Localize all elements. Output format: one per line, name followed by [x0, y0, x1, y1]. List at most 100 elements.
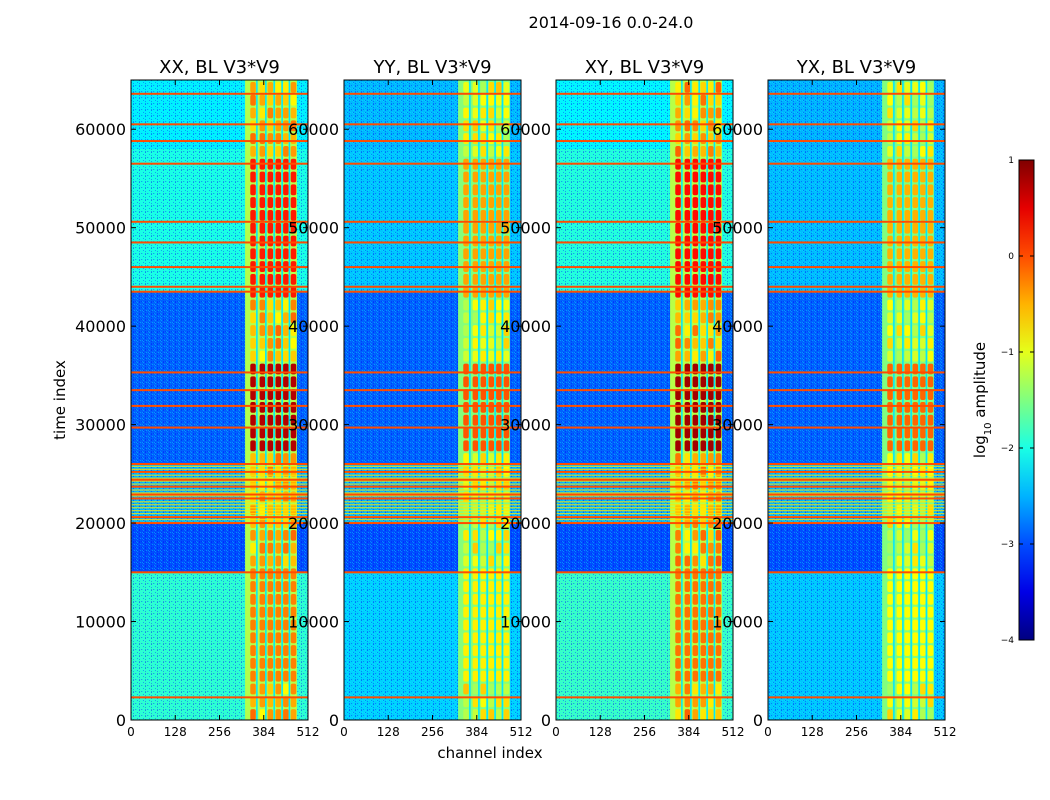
y-tick-label: 50000	[288, 219, 339, 238]
x-tick-label: 512	[297, 725, 320, 739]
y-tick-label: 20000	[75, 514, 126, 533]
flagged-row	[131, 696, 308, 699]
heatmap-panel: YX, BL V3*V9 0 128 256 384 512 0 10000 20000 3000…	[712, 57, 956, 739]
flagged-row	[768, 696, 945, 699]
flagged-row	[344, 266, 521, 269]
y-tick-label: 40000	[712, 317, 763, 336]
x-tick-label: 512	[510, 725, 533, 739]
flagged-row	[344, 571, 521, 574]
colorbar-tick-label: −4	[1001, 636, 1015, 646]
flagged-row	[344, 285, 521, 288]
y-tick-label: 0	[329, 711, 339, 730]
flagged-row	[556, 220, 733, 223]
colorbar-tick-label: −3	[1001, 540, 1014, 550]
flagged-row	[131, 371, 308, 374]
flagged-row	[556, 463, 733, 465]
colorbar-tick-label: 1	[1008, 156, 1014, 166]
flagged-row	[768, 241, 945, 244]
x-tick-label: 128	[164, 725, 187, 739]
flagged-row	[131, 162, 308, 165]
y-axis-label: time index	[51, 360, 69, 440]
y-tick-label: 10000	[712, 613, 763, 632]
flagged-row	[768, 470, 945, 473]
flagged-row	[344, 426, 521, 429]
x-tick-label: 256	[845, 725, 868, 739]
flagged-row	[556, 290, 733, 293]
flagged-row	[556, 140, 733, 143]
flagged-row	[556, 571, 733, 574]
panels: XX, BL V3*V9 0 128 256 384 512 0 10000 20000 3000…	[75, 57, 956, 739]
flagged-row	[131, 497, 308, 500]
flagged-row	[768, 92, 945, 95]
y-tick-label: 30000	[712, 416, 763, 435]
flagged-row	[556, 123, 733, 126]
heatmap-cells	[768, 80, 945, 720]
flagged-row	[344, 470, 521, 473]
flagged-row	[768, 290, 945, 293]
x-tick-label: 0	[127, 725, 135, 739]
y-tick-label: 30000	[75, 416, 126, 435]
flagged-row	[768, 426, 945, 429]
flagged-row	[131, 493, 308, 496]
flagged-row	[556, 497, 733, 500]
flagged-row	[344, 485, 521, 488]
flagged-row	[131, 571, 308, 574]
panel-title: XX, BL V3*V9	[159, 57, 280, 78]
x-tick-label: 0	[552, 725, 560, 739]
x-tick-label: 0	[340, 725, 348, 739]
x-tick-label: 512	[934, 725, 957, 739]
x-tick-label: 128	[589, 725, 612, 739]
panel-title: YY, BL V3*V9	[372, 57, 491, 78]
flagged-row	[344, 478, 521, 481]
x-tick-label: 384	[252, 725, 275, 739]
x-tick-label: 256	[208, 725, 231, 739]
y-tick-label: 30000	[288, 416, 339, 435]
x-tick-label: 512	[722, 725, 745, 739]
flagged-row	[131, 470, 308, 473]
flagged-row	[131, 123, 308, 126]
flagged-row	[556, 162, 733, 165]
flagged-row	[344, 497, 521, 500]
flagged-row	[556, 371, 733, 374]
panel-title: YX, BL V3*V9	[796, 57, 916, 78]
panel-title: XY, BL V3*V9	[585, 57, 704, 78]
flagged-row	[344, 404, 521, 407]
colorbar-tick-label: −1	[1001, 348, 1014, 358]
y-tick-label: 50000	[712, 219, 763, 238]
y-tick-label: 40000	[288, 317, 339, 336]
y-tick-label: 50000	[75, 219, 126, 238]
flagged-row	[131, 485, 308, 488]
flagged-row	[556, 266, 733, 269]
flagged-row	[768, 485, 945, 488]
flagged-row	[131, 290, 308, 293]
x-tick-label: 384	[677, 725, 700, 739]
y-tick-label: 0	[753, 711, 763, 730]
flagged-row	[768, 516, 945, 519]
flagged-row	[556, 389, 733, 392]
x-tick-label: 256	[421, 725, 444, 739]
flagged-row	[556, 485, 733, 488]
y-tick-label: 10000	[288, 613, 339, 632]
flagged-row	[556, 516, 733, 519]
x-tick-label: 128	[801, 725, 824, 739]
heatmap-cells	[344, 80, 521, 720]
flagged-row	[556, 92, 733, 95]
flagged-row	[344, 241, 521, 244]
flagged-row	[131, 426, 308, 429]
y-tick-label: 20000	[500, 514, 551, 533]
flagged-row	[344, 290, 521, 293]
heatmap-cells	[556, 80, 733, 720]
flagged-row	[131, 404, 308, 407]
colorbar-label: log10 amplitude	[971, 342, 994, 458]
flagged-row	[344, 371, 521, 374]
flagged-row	[131, 522, 308, 525]
flagged-row	[344, 140, 521, 143]
flagged-row	[344, 463, 521, 465]
flagged-row	[556, 470, 733, 473]
y-tick-label: 30000	[500, 416, 551, 435]
y-tick-label: 20000	[288, 514, 339, 533]
flagged-row	[556, 522, 733, 525]
flagged-row	[344, 516, 521, 519]
flagged-row	[344, 522, 521, 525]
